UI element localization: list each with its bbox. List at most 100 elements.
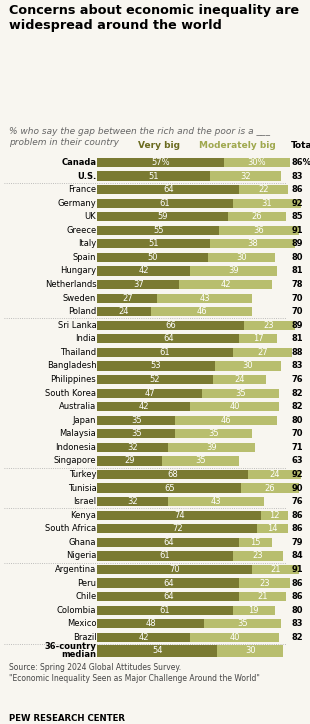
Text: 64: 64 [163,538,174,547]
Text: 23: 23 [253,552,263,560]
Text: 86: 86 [291,510,303,520]
Text: 82: 82 [291,389,303,397]
Bar [239,592,286,601]
Text: 24: 24 [234,375,244,384]
Text: 79: 79 [291,538,303,547]
Bar [97,456,162,466]
Text: 48: 48 [145,619,156,628]
Text: Argentina: Argentina [55,565,96,574]
Text: 74: 74 [174,510,185,520]
Text: 42: 42 [221,280,231,289]
Text: 37: 37 [133,280,144,289]
Text: 17: 17 [253,334,263,343]
Bar [232,348,292,357]
Text: Nigeria: Nigeria [66,552,96,560]
Text: Japan: Japan [73,416,96,425]
Text: Singapore: Singapore [54,456,96,466]
Text: Sweden: Sweden [63,294,96,303]
Text: 46: 46 [196,307,207,316]
Text: 22: 22 [258,185,269,194]
Bar [97,497,168,506]
Bar [202,389,279,397]
Bar [208,253,275,262]
Text: 86: 86 [291,524,303,534]
Text: 53: 53 [151,361,162,371]
Text: 52: 52 [150,375,160,384]
Text: 64: 64 [163,185,174,194]
Text: 61: 61 [160,348,170,357]
Bar [204,619,281,628]
Text: 46: 46 [220,416,231,425]
Text: Concerns about economic inequality are
widespread around the world: Concerns about economic inequality are w… [9,4,299,32]
Text: 40: 40 [229,633,240,642]
Text: Philippines: Philippines [51,375,96,384]
Text: 29: 29 [124,456,135,466]
Text: 70: 70 [291,294,303,303]
Text: U.S.: U.S. [77,172,96,180]
Bar [97,348,232,357]
Text: 51: 51 [148,240,159,248]
Bar [97,293,157,303]
Bar [239,334,277,343]
Text: % who say the gap between the rich and the poor is a ___
problem in their countr: % who say the gap between the rich and t… [9,127,270,147]
Text: 64: 64 [163,334,174,343]
Text: 80: 80 [291,606,303,615]
Text: 31: 31 [262,198,272,208]
Text: Ghana: Ghana [69,538,96,547]
Bar [97,605,232,615]
Bar [97,416,175,425]
Bar [244,321,294,330]
Text: 70: 70 [291,429,303,438]
Text: 82: 82 [291,403,303,411]
Text: 47: 47 [144,389,155,397]
Bar [190,402,279,411]
Bar [97,510,261,520]
Text: 36: 36 [254,226,264,235]
Text: Netherlands: Netherlands [45,280,96,289]
Bar [97,633,190,642]
Bar [97,239,210,248]
Bar [232,198,301,208]
Text: Poland: Poland [68,307,96,316]
Bar [210,172,281,180]
Text: 70: 70 [291,307,303,316]
Text: 42: 42 [139,633,149,642]
Bar [97,226,219,235]
Text: 30%: 30% [248,158,266,167]
Text: Indonesia: Indonesia [55,443,96,452]
Text: 32: 32 [241,172,251,180]
Text: India: India [76,334,96,343]
Text: 70: 70 [170,565,180,574]
Text: 35: 35 [235,389,246,397]
Text: Mexico: Mexico [67,619,96,628]
Text: 57%: 57% [151,158,170,167]
Bar [215,361,281,371]
Text: Chile: Chile [75,592,96,601]
Bar [175,429,252,439]
Text: 39: 39 [206,443,217,452]
Text: 86: 86 [291,592,303,601]
Text: Sri Lanka: Sri Lanka [58,321,96,329]
Text: 15: 15 [250,538,261,547]
Text: 92: 92 [291,470,303,479]
Text: 43: 43 [210,497,221,506]
Text: 71: 71 [291,443,303,452]
Bar [252,565,299,574]
Bar [97,334,239,343]
Text: 35: 35 [237,619,248,628]
Text: 35: 35 [208,429,219,438]
Bar [157,293,252,303]
Text: 78: 78 [291,280,303,289]
Bar [239,578,290,588]
Text: 83: 83 [291,172,303,180]
Text: 14: 14 [267,524,278,534]
Text: Total: Total [291,140,310,150]
Bar [97,158,224,167]
Text: 83: 83 [291,361,303,371]
Text: Hungary: Hungary [60,266,96,276]
Text: 66: 66 [165,321,176,329]
Text: 84: 84 [291,552,303,560]
Text: Germany: Germany [58,198,96,208]
Text: Source: Spring 2024 Global Attitudes Survey.
"Economic Inequality Seen as Major : Source: Spring 2024 Global Attitudes Sur… [9,662,260,683]
Bar [168,443,255,452]
